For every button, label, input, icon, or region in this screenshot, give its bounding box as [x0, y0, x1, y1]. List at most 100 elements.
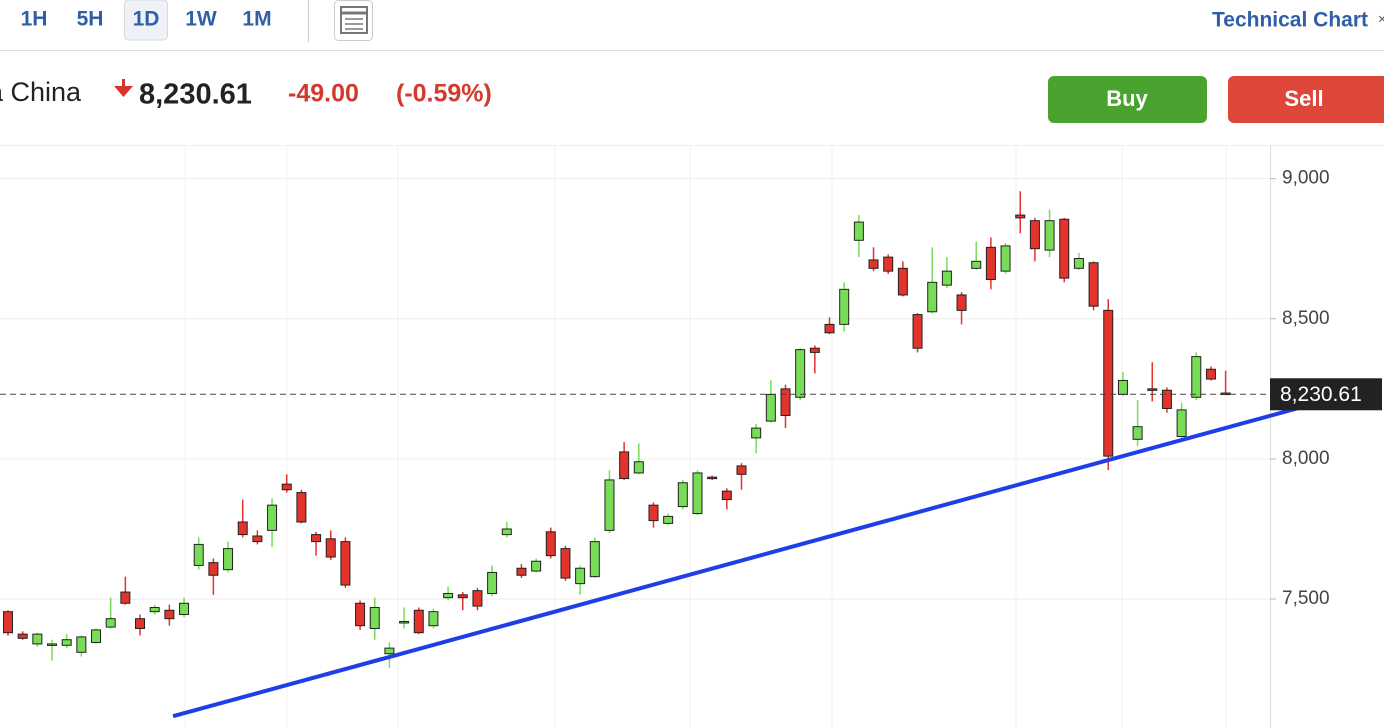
candle-body	[193, 543, 204, 566]
candle-body	[956, 294, 967, 311]
candle-body	[311, 534, 322, 543]
vertical-grid	[184, 146, 1227, 728]
candle-body	[883, 256, 894, 272]
candle-body	[971, 260, 982, 269]
candle-body	[516, 567, 527, 576]
tab[interactable]: 1W	[185, 8, 217, 31]
candle-body	[531, 560, 542, 572]
candle-body	[677, 482, 688, 508]
candle-body	[208, 562, 219, 576]
candle-body	[1161, 389, 1172, 409]
close-mark[interactable]: ×	[1378, 11, 1384, 27]
candle-body	[1015, 214, 1026, 219]
candle-body	[692, 472, 703, 515]
candle-body	[1103, 309, 1114, 457]
candle-body	[76, 636, 87, 653]
candle-body	[32, 633, 43, 645]
candle-body	[105, 618, 116, 628]
candle-body	[443, 592, 454, 599]
candle-body	[399, 620, 410, 624]
candle-body	[237, 521, 248, 536]
buy-label[interactable]: Buy	[1106, 86, 1148, 111]
candle-body	[619, 451, 630, 480]
down-arrow	[114, 79, 133, 97]
technical-chart-link[interactable]: Technical Chart	[1212, 9, 1368, 32]
candle-body	[1205, 368, 1216, 380]
sell-label[interactable]: Sell	[1284, 86, 1323, 111]
candle-body	[985, 246, 996, 281]
tab[interactable]: 1M	[242, 8, 271, 31]
candle-body	[120, 591, 131, 604]
candle-body	[267, 504, 278, 531]
candle-body	[17, 633, 28, 639]
candle-body	[765, 393, 776, 422]
candle-body	[809, 347, 820, 353]
sell-button[interactable]	[1228, 76, 1384, 123]
y-tick-label: 9,000	[1282, 168, 1330, 189]
candle-body	[413, 609, 424, 634]
change-pct: (-0.59%)	[396, 80, 492, 108]
candle-body	[501, 528, 512, 536]
y-tick-label: 8,500	[1282, 308, 1330, 329]
icon-box	[340, 6, 368, 34]
candle-body	[1088, 262, 1099, 307]
candle-body	[795, 349, 806, 398]
candle-body	[428, 611, 439, 627]
candle-body	[868, 259, 879, 269]
candle-body	[1176, 409, 1187, 437]
candle-body	[1117, 379, 1128, 395]
candle-body	[1147, 388, 1158, 391]
y-tick-label: 7,500	[1282, 588, 1330, 609]
candle-body	[340, 541, 351, 586]
candle-body	[384, 647, 395, 655]
candle-body	[839, 288, 850, 325]
instrument-name: a China	[0, 77, 82, 107]
tab[interactable]: 1H	[21, 8, 48, 31]
candle-body	[149, 606, 160, 613]
candle-body	[853, 221, 864, 241]
candle-body	[941, 270, 952, 286]
change: -49.00	[288, 80, 359, 108]
candle-body	[545, 531, 556, 557]
candle-body	[325, 538, 336, 558]
last-price-box	[1270, 378, 1382, 411]
candle-body	[1191, 356, 1202, 398]
candle-body	[61, 639, 72, 646]
candle-body	[369, 606, 380, 629]
candle-body	[472, 590, 483, 607]
candle-body	[736, 465, 747, 475]
buy-button[interactable]	[1048, 76, 1207, 123]
candle-body	[633, 461, 644, 474]
candle-body	[663, 515, 674, 524]
candle-body	[751, 427, 762, 439]
candle-body	[707, 476, 718, 480]
candle-body	[1000, 245, 1011, 272]
candle-body	[179, 602, 190, 615]
candle-body	[355, 602, 366, 627]
candle-body	[164, 609, 175, 620]
candle-body	[927, 281, 938, 313]
candle-body	[648, 504, 659, 522]
tab[interactable]: 1D	[133, 8, 160, 31]
icon-frame	[334, 0, 373, 41]
price: 8,230.61	[139, 79, 252, 111]
layout-icon[interactable]	[334, 0, 373, 41]
active-tab-bg	[124, 0, 168, 41]
candle-body	[296, 492, 307, 523]
candle-body	[721, 490, 732, 501]
candle-body	[912, 314, 923, 349]
candle-body	[1073, 258, 1084, 269]
y-tick-label: 8,000	[1282, 448, 1330, 469]
candle-body	[135, 618, 146, 629]
candle-body	[560, 548, 571, 579]
candle-body	[897, 267, 908, 296]
candle-body	[589, 541, 600, 578]
tab[interactable]: 5H	[77, 8, 104, 31]
candle-body	[1029, 220, 1040, 250]
candle-body	[1044, 220, 1055, 251]
candle-body	[47, 643, 58, 646]
trendline	[172, 395, 1337, 719]
candle-body	[575, 567, 586, 585]
